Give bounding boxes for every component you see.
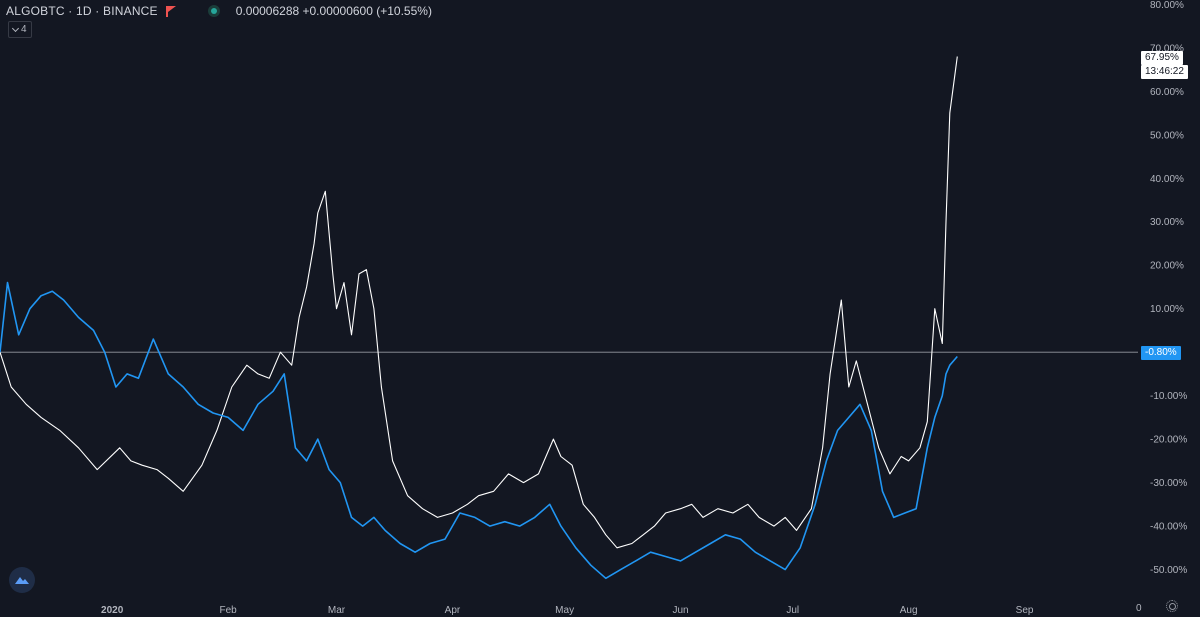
x-axis[interactable]: 2020 Feb Mar Apr May Jun Jul Aug Sep bbox=[101, 605, 1034, 616]
blue-series-line bbox=[0, 281, 958, 580]
y-tick-label: 80.00% bbox=[1150, 0, 1184, 11]
y-tick-label: -30.00% bbox=[1150, 478, 1187, 489]
status-dot-icon bbox=[207, 5, 220, 17]
y-tick-label: 10.00% bbox=[1150, 304, 1184, 315]
countdown-tag: 13:46:22 bbox=[1141, 65, 1188, 79]
symbol-title[interactable]: ALGOBTC · 1D · BINANCE bbox=[6, 4, 158, 18]
y-tick-label: -20.00% bbox=[1150, 435, 1187, 446]
y-tick-label: 50.00% bbox=[1150, 130, 1184, 141]
legend-bar[interactable]: ALGOBTC · 1D · BINANCE 0.00006288 +0.000… bbox=[6, 2, 432, 20]
x-tick-label: Mar bbox=[328, 605, 346, 616]
y-tick-label: 30.00% bbox=[1150, 217, 1184, 228]
x-tick-label: 2020 bbox=[101, 605, 124, 616]
y-tick-label: 40.00% bbox=[1150, 174, 1184, 185]
white-series-value-tag: 67.95% bbox=[1141, 51, 1183, 65]
indicator-count: 4 bbox=[21, 24, 27, 35]
flag-icon[interactable] bbox=[165, 6, 176, 17]
y-tick-label: 60.00% bbox=[1150, 87, 1184, 98]
collapse-indicators-button[interactable]: 4 bbox=[8, 21, 32, 38]
x-tick-label: Jul bbox=[786, 605, 799, 616]
chevron-down-icon bbox=[11, 24, 20, 32]
x-tick-label: May bbox=[555, 605, 574, 616]
y-tick-label: -40.00% bbox=[1150, 522, 1187, 533]
x-tick-label: Feb bbox=[219, 605, 237, 616]
y-tick-label: -10.00% bbox=[1150, 391, 1187, 402]
white-series-line bbox=[0, 56, 958, 549]
logo-icon[interactable] bbox=[9, 567, 35, 593]
x-tick-label: Sep bbox=[1016, 605, 1034, 616]
y-tick-label: 20.00% bbox=[1150, 261, 1184, 272]
y-tick-label: -50.00% bbox=[1150, 565, 1187, 576]
settings-icon[interactable] bbox=[1166, 600, 1178, 612]
blue-series-value-tag: -0.80% bbox=[1141, 346, 1181, 360]
series-layer bbox=[0, 56, 958, 580]
y-axis[interactable]: 80.00% 70.00% 60.00% 50.00% 40.00% 30.00% 20.0… bbox=[1150, 0, 1187, 576]
y-tick-label: 70.00% bbox=[1150, 43, 1184, 54]
x-tick-label: Jun bbox=[672, 605, 688, 616]
axis-corner-label: 0 bbox=[1136, 603, 1142, 614]
price-readout: 0.00006288 +0.00000600 (+10.55%) bbox=[235, 4, 432, 18]
x-tick-label: Apr bbox=[445, 605, 461, 616]
x-tick-label: Aug bbox=[900, 605, 918, 616]
